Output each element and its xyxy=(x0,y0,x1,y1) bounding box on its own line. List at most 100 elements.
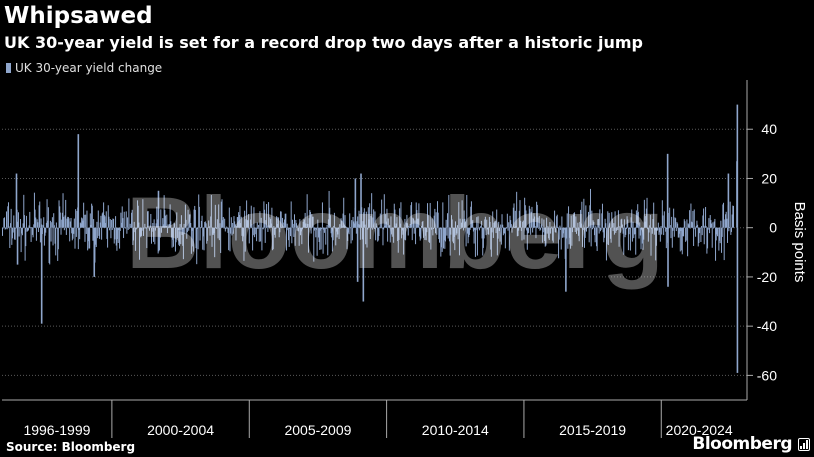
data-bar xyxy=(264,227,266,243)
data-bar xyxy=(586,226,588,228)
data-bar xyxy=(724,219,726,228)
data-bar xyxy=(464,221,466,228)
data-bar xyxy=(151,227,153,232)
data-bar xyxy=(160,209,162,228)
data-bar xyxy=(180,227,182,245)
data-bar xyxy=(127,227,129,230)
data-bar xyxy=(472,227,474,232)
data-bar xyxy=(349,213,351,228)
data-bar xyxy=(494,221,496,228)
data-bar xyxy=(598,227,600,234)
data-bar xyxy=(602,227,604,233)
data-bar-spike xyxy=(736,227,739,373)
data-bar xyxy=(521,227,523,241)
data-bar xyxy=(588,227,590,243)
data-bar xyxy=(51,222,53,228)
data-bar xyxy=(648,227,650,233)
data-bar xyxy=(512,207,514,228)
data-bar xyxy=(129,227,131,229)
data-bar xyxy=(669,207,671,228)
data-bar xyxy=(717,227,719,237)
data-bar xyxy=(522,220,524,228)
data-bar xyxy=(687,223,689,228)
data-bar xyxy=(528,205,530,228)
data-bar xyxy=(219,223,221,228)
data-bar xyxy=(540,224,542,228)
data-bar xyxy=(579,221,581,228)
data-bar xyxy=(558,227,560,259)
data-bar xyxy=(240,223,242,228)
data-bar xyxy=(450,227,452,235)
data-bar xyxy=(673,227,675,237)
data-bar-spike xyxy=(15,173,18,228)
data-bar xyxy=(652,219,654,228)
data-bar xyxy=(655,227,657,246)
data-bar xyxy=(553,226,555,228)
data-bar xyxy=(284,213,286,228)
data-bar xyxy=(519,200,521,228)
data-bar xyxy=(294,214,296,228)
data-bar xyxy=(387,227,389,242)
data-bar xyxy=(35,227,37,241)
data-bar xyxy=(534,216,536,228)
data-bar xyxy=(574,212,576,228)
data-bar xyxy=(486,227,488,230)
data-bar xyxy=(134,227,136,233)
data-bar xyxy=(69,221,71,228)
data-bar xyxy=(608,212,610,228)
data-bar xyxy=(345,226,347,228)
data-bar xyxy=(416,210,418,228)
data-bar xyxy=(228,227,230,251)
data-bar xyxy=(685,227,687,241)
chart-icon xyxy=(798,438,810,451)
data-bar xyxy=(518,227,520,231)
data-bar xyxy=(729,201,731,228)
data-bar xyxy=(609,223,611,228)
data-bar xyxy=(319,227,321,231)
data-bar xyxy=(634,227,636,235)
data-bar xyxy=(409,226,411,228)
data-bar xyxy=(362,221,364,228)
data-bar xyxy=(441,227,443,252)
data-bar xyxy=(128,198,130,228)
data-bar xyxy=(679,227,681,252)
data-bar xyxy=(567,227,569,249)
data-bar xyxy=(402,227,404,235)
data-bar xyxy=(246,200,248,228)
data-bar xyxy=(36,219,38,228)
data-bar xyxy=(530,227,532,235)
data-bar xyxy=(498,221,500,228)
data-bar xyxy=(591,227,593,230)
data-bar xyxy=(357,216,359,228)
data-bar xyxy=(146,227,148,249)
data-bar xyxy=(42,225,44,228)
data-bar xyxy=(160,227,162,233)
data-bar-spike xyxy=(16,227,19,265)
data-bar xyxy=(623,227,625,255)
data-bar xyxy=(454,221,456,228)
data-bar xyxy=(243,227,245,261)
data-bar xyxy=(208,220,210,228)
data-bar xyxy=(242,227,244,237)
data-bar xyxy=(53,225,55,228)
data-bar xyxy=(195,227,197,249)
data-bar xyxy=(513,203,515,228)
data-bar xyxy=(92,227,94,241)
data-bar xyxy=(45,222,47,228)
data-bar xyxy=(639,222,641,228)
data-bar xyxy=(57,227,59,250)
data-bar xyxy=(705,226,707,228)
data-bar xyxy=(680,227,682,231)
data-bar xyxy=(72,227,74,239)
data-bar xyxy=(624,227,626,238)
data-bar xyxy=(515,226,517,228)
data-bar xyxy=(350,227,352,244)
data-bar xyxy=(224,218,226,228)
data-bar xyxy=(404,218,406,228)
data-bar xyxy=(119,227,121,231)
data-bar xyxy=(632,221,634,228)
data-bar xyxy=(188,227,190,231)
data-bar xyxy=(194,205,196,228)
data-bar xyxy=(456,225,458,228)
data-bar xyxy=(636,212,638,228)
